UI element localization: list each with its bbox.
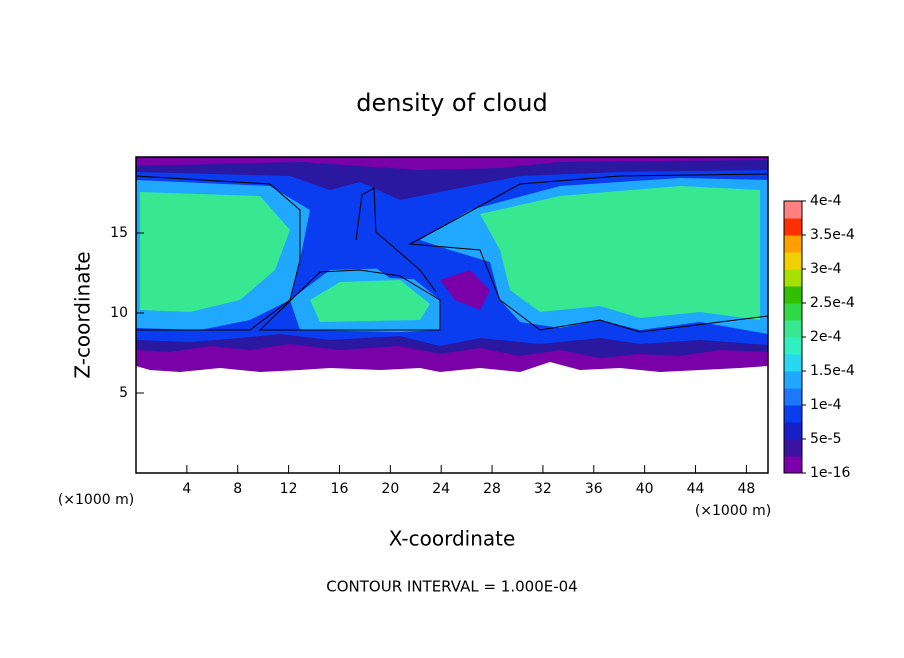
colorbar-tick-label: 1e-16 (810, 465, 850, 481)
field-band (480, 186, 760, 320)
x-tick-label: 28 (483, 481, 501, 497)
y-tick-label: 15 (110, 225, 128, 241)
x-axis-label: X-coordinate (389, 527, 516, 551)
plot-frame (135, 156, 769, 474)
x-tick-label: 40 (636, 481, 654, 497)
contour-line (355, 187, 437, 293)
colorbar-tick-label: 2.5e-4 (810, 295, 855, 311)
contour-line (408, 173, 768, 333)
colorbar-band (784, 439, 802, 457)
colorbar-band (784, 269, 802, 287)
x-tick-label: 20 (381, 481, 399, 497)
colorbar-tick-label: 4e-4 (810, 193, 842, 209)
x-tick-label: 36 (585, 481, 603, 497)
contour-line (258, 269, 441, 331)
colorbar-band (784, 252, 802, 270)
field-band (350, 185, 430, 280)
colorbar-band (784, 218, 802, 236)
colorbar-band (784, 320, 802, 338)
contour-field (136, 157, 768, 372)
chart-title: density of cloud (356, 89, 547, 117)
x-tick-label: 48 (737, 481, 755, 497)
colorbar-band (784, 388, 802, 406)
colorbar-tick-label: 1e-4 (810, 397, 842, 413)
field-band (310, 280, 430, 322)
colorbar-band (784, 405, 802, 423)
colorbar-band (784, 303, 802, 321)
colorbar-band (784, 201, 802, 219)
x-tick-label: 8 (233, 481, 242, 497)
annotation: CONTOUR INTERVAL = 1.000E-04 (326, 578, 577, 596)
x-tick-label: 4 (182, 481, 191, 497)
colorbar-tick-label: 2e-4 (810, 329, 842, 345)
x-tick-label: 44 (687, 481, 705, 497)
contour-line (136, 175, 301, 331)
field-band (140, 192, 290, 312)
colorbar-band (784, 456, 802, 474)
colorbar-tick-label: 3e-4 (810, 261, 842, 277)
x-tick-label: 16 (331, 481, 349, 497)
y-tick-label: 10 (110, 305, 128, 321)
colorbar-band (784, 371, 802, 389)
x-tick-label: 32 (534, 481, 552, 497)
x-tick-label: 12 (280, 481, 298, 497)
colorbar-band (784, 286, 802, 304)
colorbar-band (784, 422, 802, 440)
colorbar-band (784, 337, 802, 355)
colorbar-tick-label: 1.5e-4 (810, 363, 855, 379)
colorbar-tick-label: 3.5e-4 (810, 227, 855, 243)
field-band (440, 270, 490, 310)
colorbar-tick-label: 5e-5 (810, 431, 841, 447)
y-unit-label: (×1000 m) (695, 503, 771, 519)
colorbar-band (784, 235, 802, 253)
x-unit-label: (×1000 m) (58, 492, 134, 508)
x-tick-label: 24 (432, 481, 450, 497)
y-axis-label: Z-coordinate (71, 251, 95, 378)
y-tick-label: 5 (119, 385, 128, 401)
colorbar-band (784, 354, 802, 372)
